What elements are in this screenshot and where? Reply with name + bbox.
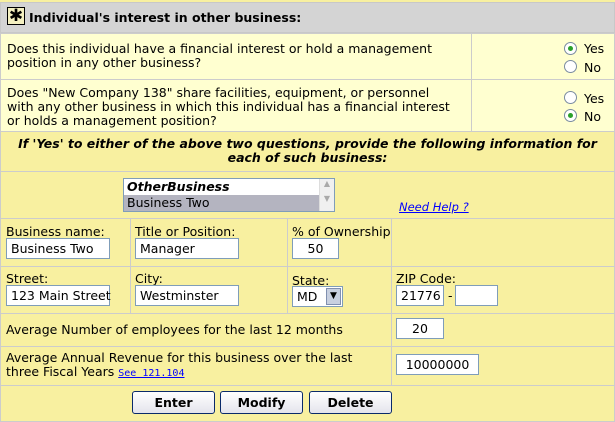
- divider: [391, 218, 392, 385]
- question-1-row: Does this individual have a financial in…: [0, 33, 615, 80]
- instruction-text: If 'Yes' to either of the above two ques…: [0, 131, 615, 172]
- section-title: Individual's interest in other business:: [29, 10, 302, 25]
- question-1-yes-radio[interactable]: [564, 42, 577, 55]
- street-input[interactable]: 123 Main Street: [6, 285, 111, 306]
- asterisk-icon: ✱: [7, 6, 25, 26]
- yes-label: Yes: [584, 91, 605, 106]
- state-value: MD: [297, 289, 318, 304]
- question-2-options: Yes No: [471, 80, 615, 131]
- no-label: No: [584, 60, 601, 75]
- see-121-104-link[interactable]: See 121.104: [118, 368, 185, 379]
- state-select[interactable]: MD ▼: [292, 286, 343, 307]
- other-business-listbox[interactable]: OtherBusiness Business Two ▲ ▼: [123, 178, 335, 212]
- section-header: ✱ Individual's interest in other busines…: [0, 2, 615, 33]
- city-input[interactable]: Westminster: [135, 285, 239, 306]
- question-2-text: Does "New Company 138" share facilities,…: [7, 85, 450, 128]
- revenue-input[interactable]: 10000000: [396, 354, 479, 375]
- scroll-down-icon[interactable]: ▼: [323, 194, 331, 203]
- modify-button[interactable]: Modify: [220, 391, 303, 414]
- buttons-row: [0, 385, 615, 422]
- title-input[interactable]: Manager: [135, 238, 239, 259]
- employees-label: Average Number of employees for the last…: [6, 322, 343, 337]
- no-label: No: [584, 109, 601, 124]
- need-help-link[interactable]: Need Help ?: [399, 200, 469, 214]
- scroll-up-icon[interactable]: ▲: [323, 179, 331, 188]
- question-2-no-radio[interactable]: [564, 109, 577, 122]
- yes-label: Yes: [584, 41, 605, 56]
- listbox-item-business-two[interactable]: Business Two: [124, 195, 320, 211]
- title-label: Title or Position:: [135, 224, 236, 239]
- question-2-yes-radio[interactable]: [564, 91, 577, 104]
- zip-label: ZIP Code:: [396, 271, 456, 286]
- ownership-input[interactable]: 50: [292, 238, 339, 259]
- employees-input[interactable]: 20: [396, 318, 444, 339]
- listbox-header: OtherBusiness: [127, 179, 230, 194]
- business-name-label: Business name:: [6, 224, 105, 239]
- enter-button[interactable]: Enter: [132, 391, 215, 414]
- state-label: State:: [292, 273, 330, 288]
- business-name-input[interactable]: Business Two: [6, 238, 110, 259]
- street-label: Street:: [6, 271, 49, 286]
- revenue-label-text: Average Annual Revenue for this business…: [6, 350, 353, 379]
- zip-input[interactable]: 21776: [396, 285, 444, 306]
- question-1-no-radio[interactable]: [564, 60, 577, 73]
- divider: [130, 218, 131, 313]
- revenue-label: Average Annual Revenue for this business…: [6, 351, 386, 381]
- zip-separator: -: [448, 288, 453, 303]
- listbox-scrollbar[interactable]: ▲ ▼: [319, 179, 334, 211]
- divider: [287, 218, 288, 313]
- ownership-label: % of Ownership: [292, 224, 391, 239]
- question-2-row: Does "New Company 138" share facilities,…: [0, 79, 615, 132]
- delete-button[interactable]: Delete: [309, 391, 392, 414]
- chevron-down-icon[interactable]: ▼: [326, 288, 341, 305]
- question-1-options: Yes No: [471, 34, 615, 79]
- question-1-text: Does this individual have a financial in…: [7, 41, 432, 70]
- city-label: City:: [135, 271, 163, 286]
- zip-extension-input[interactable]: [455, 285, 498, 306]
